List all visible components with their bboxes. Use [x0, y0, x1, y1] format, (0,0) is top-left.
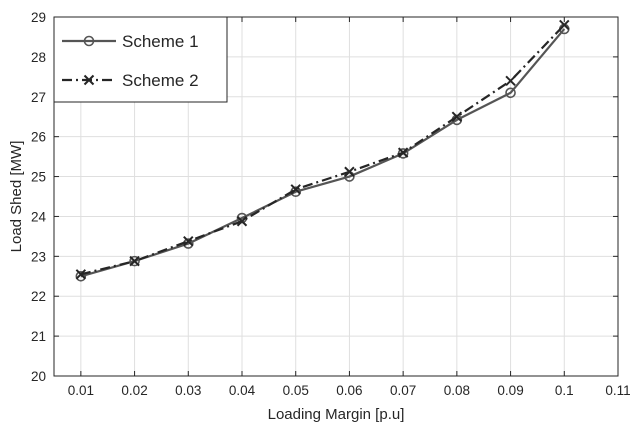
y-tick-label: 24	[31, 209, 47, 224]
x-tick-label: 0.07	[390, 383, 416, 398]
data-point	[236, 216, 248, 227]
x-tick-label: 0.09	[497, 383, 523, 398]
legend: Scheme 1 Scheme 2	[53, 16, 228, 103]
x-tick-label: 0.05	[283, 383, 309, 398]
x-marker-stroke	[451, 111, 463, 122]
x-marker-stroke	[183, 235, 194, 247]
plot-frame	[53, 16, 619, 377]
y-tick-label: 29	[31, 10, 46, 25]
x-marker-stroke	[236, 216, 248, 227]
data-point	[75, 269, 87, 280]
y-tick-label: 26	[31, 130, 46, 145]
y-axis-label: Load Shed [MW]	[8, 141, 25, 253]
y-tick-label: 23	[31, 249, 46, 264]
x-tick-label: 0.06	[336, 383, 362, 398]
data-point	[290, 184, 301, 195]
x-tick-label: 0.11	[605, 383, 630, 398]
x-tick-label: 0.1	[555, 383, 574, 398]
y-tick-label: 21	[31, 329, 46, 344]
legend-label: Scheme 2	[122, 71, 199, 90]
x-marker-stroke	[75, 269, 87, 280]
data-point	[451, 111, 463, 122]
x-marker-stroke	[559, 19, 570, 31]
x-tick-label: 0.03	[175, 383, 201, 398]
data-point	[183, 235, 194, 247]
data-point	[505, 87, 516, 99]
data-point	[129, 255, 140, 267]
x-tick-label: 0.02	[121, 383, 147, 398]
series-layer	[75, 19, 570, 282]
y-tick-label: 27	[31, 90, 46, 105]
x-marker-stroke	[129, 255, 140, 267]
y-tick-label: 20	[31, 369, 46, 384]
data-point	[505, 75, 516, 87]
series-line	[80, 24, 566, 276]
x-tick-label: 0.08	[444, 383, 470, 398]
series-line	[80, 28, 566, 278]
series-2	[75, 19, 570, 280]
legend-box	[53, 16, 228, 103]
x-marker-stroke	[505, 75, 516, 87]
x-tick-label: 0.01	[68, 383, 94, 398]
data-point	[75, 270, 87, 282]
data-point	[397, 147, 409, 158]
x-marker-stroke	[83, 74, 95, 86]
x-marker-stroke	[344, 166, 355, 177]
x-marker-stroke	[397, 147, 409, 158]
legend-marker	[83, 35, 95, 47]
data-point	[559, 19, 570, 31]
y-tick-label: 25	[31, 170, 46, 185]
x-tick-label: 0.04	[229, 383, 256, 398]
ticks: 0.01 0.02 0.03 0.04 0.05 0.06 0.07 0.08 0.09 0.1 0…	[31, 10, 631, 398]
x-marker-stroke	[290, 184, 301, 195]
legend-marker	[83, 74, 95, 86]
y-tick-label: 22	[31, 289, 46, 304]
x-axis-label: Loading Margin [p.u]	[268, 406, 405, 423]
data-point	[129, 255, 140, 267]
y-tick-label: 28	[31, 50, 46, 65]
data-point	[344, 166, 355, 177]
legend-label: Scheme 1	[122, 32, 199, 51]
